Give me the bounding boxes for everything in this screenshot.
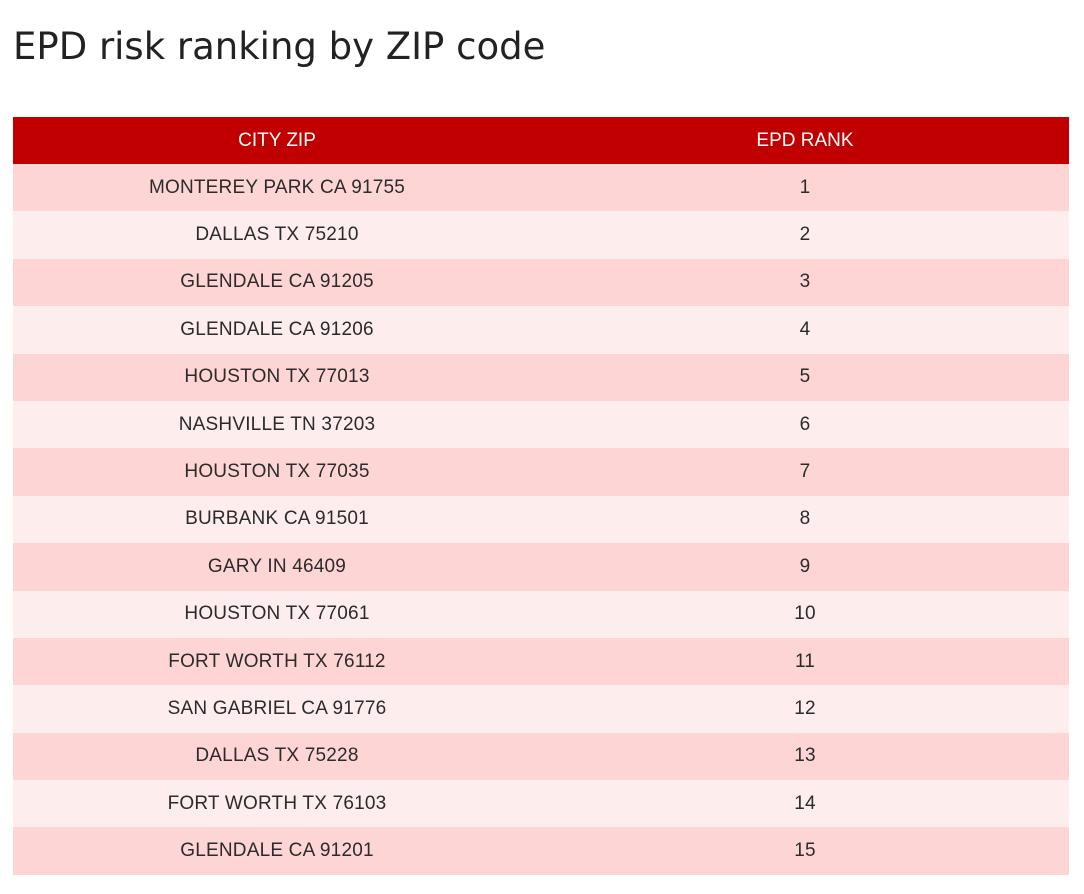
city-zip-cell: GARY IN 46409 [13, 543, 541, 591]
epd-rank-cell: 7 [541, 448, 1069, 496]
table-header: CITY ZIP EPD RANK [13, 117, 1069, 164]
city-zip-cell: GLENDALE CA 91201 [13, 827, 541, 875]
city-zip-cell: FORT WORTH TX 76103 [13, 780, 541, 828]
city-zip-cell: FORT WORTH TX 76112 [13, 637, 541, 686]
city-zip-cell: SAN GABRIEL CA 91776 [13, 685, 541, 733]
column-header-city-zip: CITY ZIP [13, 117, 541, 164]
epd-rank-cell: 8 [541, 495, 1069, 544]
table-row: DALLAS TX 75228 13 [13, 732, 1069, 781]
table-row: DALLAS TX 75210 2 [13, 211, 1069, 259]
city-zip-cell: HOUSTON TX 77035 [13, 448, 541, 496]
epd-rank-cell: 4 [541, 306, 1069, 354]
city-zip-cell: GLENDALE CA 91206 [13, 306, 541, 354]
table-row: SAN GABRIEL CA 91776 12 [13, 685, 1069, 733]
city-zip-cell: GLENDALE CA 91205 [13, 258, 541, 307]
epd-rank-cell: 6 [541, 400, 1069, 449]
table-row: BURBANK CA 91501 8 [13, 495, 1069, 544]
table-row: GLENDALE CA 91205 3 [13, 258, 1069, 307]
table-row: FORT WORTH TX 76112 11 [13, 637, 1069, 686]
ranking-table-container: CITY ZIP EPD RANK MONTEREY PARK CA 91755… [13, 117, 1069, 875]
city-zip-cell: HOUSTON TX 77013 [13, 353, 541, 401]
city-zip-cell: DALLAS TX 75210 [13, 211, 541, 259]
epd-rank-cell: 9 [541, 543, 1069, 591]
epd-rank-cell: 14 [541, 780, 1069, 828]
table-row: HOUSTON TX 77061 10 [13, 590, 1069, 638]
epd-rank-cell: 2 [541, 211, 1069, 259]
table-row: HOUSTON TX 77035 7 [13, 448, 1069, 496]
table-row: NASHVILLE TN 37203 6 [13, 400, 1069, 449]
epd-rank-cell: 15 [541, 827, 1069, 875]
epd-rank-cell: 10 [541, 590, 1069, 638]
epd-rank-cell: 11 [541, 637, 1069, 686]
epd-rank-cell: 13 [541, 732, 1069, 781]
table-row: GARY IN 46409 9 [13, 543, 1069, 591]
city-zip-cell: BURBANK CA 91501 [13, 495, 541, 544]
epd-rank-cell: 1 [541, 164, 1069, 212]
city-zip-cell: HOUSTON TX 77061 [13, 590, 541, 638]
table-row: FORT WORTH TX 76103 14 [13, 780, 1069, 828]
table-row: HOUSTON TX 77013 5 [13, 353, 1069, 401]
epd-rank-cell: 5 [541, 353, 1069, 401]
page-title: EPD risk ranking by ZIP code [13, 25, 546, 68]
city-zip-cell: MONTEREY PARK CA 91755 [13, 164, 541, 212]
column-header-epd-rank: EPD RANK [541, 117, 1069, 164]
epd-rank-cell: 12 [541, 685, 1069, 733]
table-header-row: CITY ZIP EPD RANK [13, 117, 1069, 164]
table-body: MONTEREY PARK CA 91755 1 DALLAS TX 75210… [13, 164, 1069, 875]
table-row: GLENDALE CA 91206 4 [13, 306, 1069, 354]
city-zip-cell: DALLAS TX 75228 [13, 732, 541, 781]
table-row: GLENDALE CA 91201 15 [13, 827, 1069, 875]
ranking-table: CITY ZIP EPD RANK MONTEREY PARK CA 91755… [13, 117, 1069, 875]
city-zip-cell: NASHVILLE TN 37203 [13, 400, 541, 449]
table-row: MONTEREY PARK CA 91755 1 [13, 164, 1069, 212]
epd-rank-cell: 3 [541, 258, 1069, 307]
